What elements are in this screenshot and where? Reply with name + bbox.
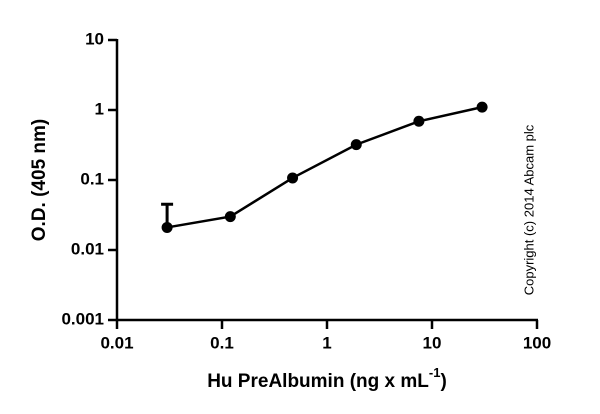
x-tick-label: 1: [322, 333, 331, 352]
x-axis-label-main: Hu PreAlbumin (ng x mL: [207, 371, 429, 392]
x-axis-label-superscript: -1: [429, 365, 441, 380]
x-tick-label: 100: [523, 333, 551, 352]
y-tick-label: 0.001: [61, 309, 104, 328]
x-axis-label: Hu PreAlbumin (ng x mL-1): [207, 365, 447, 392]
data-point: [476, 101, 488, 113]
x-tick-label: 0.1: [210, 333, 234, 352]
x-axis-label-end: ): [440, 371, 446, 392]
data-point: [413, 115, 425, 127]
y-tick-label: 0.1: [80, 169, 104, 188]
x-tick-label: 10: [423, 333, 442, 352]
data-point: [224, 211, 236, 223]
y-axis-label: O.D. (405 nm): [29, 119, 50, 241]
y-tick-label: 10: [85, 29, 104, 48]
x-tick-label: 0.01: [100, 333, 133, 352]
copyright: Copyright (c) 2014 Abcam plc: [521, 124, 536, 295]
data-point: [287, 172, 299, 184]
y-tick-label: 1: [95, 99, 104, 118]
data-point: [350, 139, 362, 151]
line: [166, 105, 483, 229]
data-point: [161, 221, 173, 233]
y-tick-label: 0.01: [71, 239, 104, 258]
